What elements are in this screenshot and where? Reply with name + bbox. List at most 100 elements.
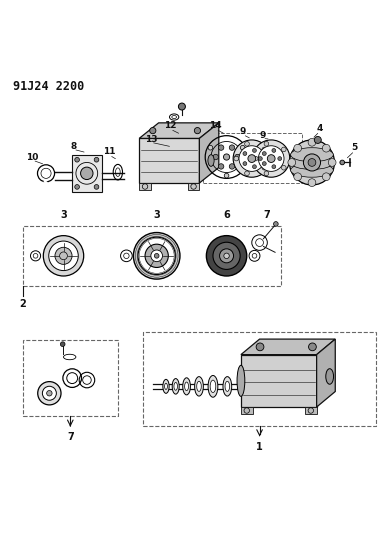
Ellipse shape <box>208 375 218 397</box>
Circle shape <box>262 147 267 152</box>
Circle shape <box>133 232 180 279</box>
Circle shape <box>272 165 276 168</box>
Circle shape <box>264 171 269 176</box>
Circle shape <box>258 157 262 160</box>
Circle shape <box>219 164 224 169</box>
Circle shape <box>314 136 321 143</box>
Circle shape <box>151 250 163 262</box>
Circle shape <box>308 139 316 146</box>
Circle shape <box>294 173 301 181</box>
Circle shape <box>262 161 266 166</box>
Polygon shape <box>241 407 253 414</box>
Circle shape <box>278 157 282 160</box>
Ellipse shape <box>291 163 333 177</box>
Circle shape <box>94 184 99 189</box>
Circle shape <box>243 161 247 166</box>
Circle shape <box>224 253 229 259</box>
Text: 4: 4 <box>317 124 323 133</box>
Circle shape <box>322 144 330 152</box>
Circle shape <box>264 141 269 146</box>
Polygon shape <box>188 183 199 190</box>
Circle shape <box>267 155 275 163</box>
Text: 13: 13 <box>145 135 157 144</box>
Circle shape <box>229 145 235 150</box>
Circle shape <box>60 342 65 346</box>
Text: 6: 6 <box>223 210 230 220</box>
Circle shape <box>303 154 321 171</box>
Circle shape <box>75 184 79 189</box>
Circle shape <box>245 171 249 176</box>
Bar <box>203 133 302 183</box>
Ellipse shape <box>291 148 333 161</box>
Circle shape <box>274 222 278 227</box>
Ellipse shape <box>174 383 178 390</box>
Circle shape <box>42 386 56 400</box>
Circle shape <box>308 179 316 187</box>
Ellipse shape <box>163 379 169 393</box>
Circle shape <box>47 391 52 396</box>
Circle shape <box>239 146 265 172</box>
Ellipse shape <box>165 383 167 390</box>
Circle shape <box>322 173 330 181</box>
Circle shape <box>213 155 219 160</box>
Circle shape <box>219 145 224 150</box>
Circle shape <box>308 159 316 166</box>
Circle shape <box>208 146 213 150</box>
Text: 14: 14 <box>209 122 222 131</box>
Circle shape <box>262 151 266 156</box>
Circle shape <box>240 146 245 150</box>
Bar <box>23 226 281 286</box>
Circle shape <box>38 382 61 405</box>
Circle shape <box>253 156 258 161</box>
Circle shape <box>243 151 247 156</box>
Circle shape <box>288 159 296 166</box>
Circle shape <box>49 241 78 271</box>
Circle shape <box>220 249 233 263</box>
Text: 11: 11 <box>103 148 116 157</box>
Circle shape <box>289 140 334 185</box>
Polygon shape <box>139 139 199 183</box>
Ellipse shape <box>172 378 179 394</box>
Bar <box>143 333 376 426</box>
Ellipse shape <box>291 156 333 169</box>
Circle shape <box>55 247 72 264</box>
Circle shape <box>224 173 229 178</box>
Text: 5: 5 <box>352 143 358 152</box>
Text: 10: 10 <box>26 152 39 161</box>
Circle shape <box>282 147 286 152</box>
Circle shape <box>43 236 84 276</box>
Circle shape <box>294 144 301 152</box>
Text: 8: 8 <box>70 142 76 151</box>
Circle shape <box>150 127 156 134</box>
Circle shape <box>145 244 168 268</box>
Circle shape <box>248 155 256 163</box>
Text: 91J24 2200: 91J24 2200 <box>13 80 84 93</box>
Polygon shape <box>139 123 219 139</box>
Circle shape <box>328 159 336 166</box>
Circle shape <box>272 149 276 152</box>
Ellipse shape <box>195 377 203 396</box>
Circle shape <box>258 146 284 172</box>
Text: 7: 7 <box>263 210 270 220</box>
Bar <box>23 340 118 416</box>
Circle shape <box>178 103 185 110</box>
Ellipse shape <box>225 381 230 391</box>
Polygon shape <box>305 407 317 414</box>
Circle shape <box>253 140 290 177</box>
Ellipse shape <box>185 382 188 391</box>
Circle shape <box>138 237 175 274</box>
Circle shape <box>245 141 249 146</box>
Circle shape <box>206 236 247 276</box>
Circle shape <box>340 160 344 165</box>
Circle shape <box>282 165 286 170</box>
Text: 2: 2 <box>20 300 26 310</box>
Ellipse shape <box>183 378 190 395</box>
Circle shape <box>229 164 235 169</box>
Text: 7: 7 <box>67 432 74 442</box>
Text: 12: 12 <box>164 122 176 131</box>
Circle shape <box>194 127 201 134</box>
Circle shape <box>223 154 230 160</box>
Circle shape <box>75 157 79 162</box>
Circle shape <box>256 343 264 351</box>
Text: 3: 3 <box>153 210 160 220</box>
